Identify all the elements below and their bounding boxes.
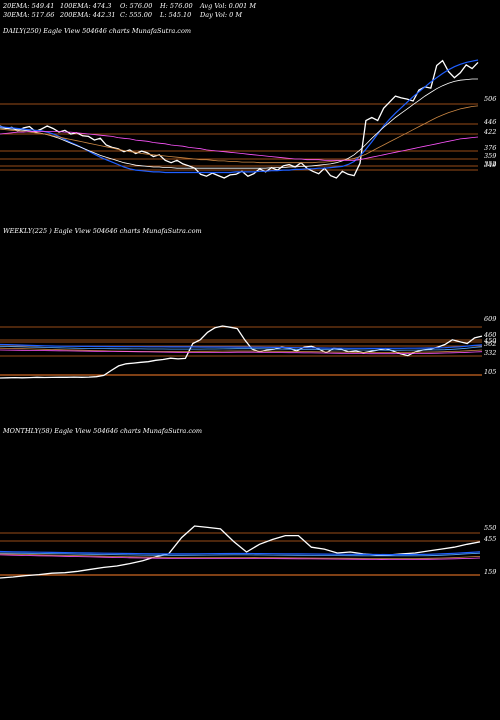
daily-level-label-422: 422 [483,128,496,136]
weekly-level-label-609: 609 [484,315,496,323]
header-row1-col4: H: 576.00 [160,2,193,10]
monthly-series-line-1 [0,550,481,556]
header-row1-col1: 20EMA: 549.41 [3,2,55,10]
monthly-level-label-550: 550 [484,524,496,532]
weekly-series-line-3 [0,347,483,353]
daily-level-label-506: 506 [484,95,496,103]
monthly-level-label-159: 159 [484,568,496,576]
daily-level-label-349: 349 [484,161,496,169]
weekly-level-label-362: 362 [484,340,496,348]
monthly-chart-title: MONTHLY(58) Eagle View 504646 charts Mun… [3,427,203,435]
daily-series-line-4 [0,131,479,161]
header-row2-col1: 30EMA: 517.66 [3,11,55,19]
weekly-level-label-460: 460 [483,331,496,339]
daily-level-label-376: 376 [484,144,496,152]
weekly-series-line-1 [0,343,483,349]
weekly-level-label-450: 450 [483,337,496,345]
daily-series-line-0 [0,59,479,179]
monthly-series-line-4 [0,554,481,560]
header-row1-col3: O: 576.00 [120,2,153,10]
monthly-series-line-2 [0,552,481,557]
daily-series-line-3 [0,105,479,164]
header-row1-col5: Avg Vol: 0.001 M [200,2,257,10]
header-row2-col3: C: 555.00 [120,11,152,19]
header-row2-col4: L: 545.10 [160,11,192,19]
header-row2-col5: Day Vol: 0 M [200,11,243,19]
header-row1-col2: 100EMA: 474.3 [60,2,112,10]
monthly-series-line-0 [0,525,481,579]
daily-series-line-1 [0,59,479,174]
weekly-series-line-0 [0,325,483,379]
weekly-chart-title: WEEKLY(225 ) Eagle View 504646 charts Mu… [3,227,202,235]
daily-level-label-359: 359 [484,152,496,160]
daily-level-label-446: 446 [483,118,496,126]
weekly-series-line-4 [0,349,483,355]
daily-level-label-352: 352 [484,160,496,168]
monthly-level-label-455: 455 [483,535,496,543]
daily-chart-title: DAILY(250) Eagle View 504646 charts Muna… [3,27,192,35]
daily-series-line-2 [0,78,478,169]
weekly-level-label-105: 105 [484,368,496,376]
weekly-level-label-332: 332 [484,349,496,357]
header-row2-col2: 200EMA: 442.31 [60,11,116,19]
weekly-series-line-2 [0,345,483,351]
monthly-series-line-3 [0,553,481,559]
